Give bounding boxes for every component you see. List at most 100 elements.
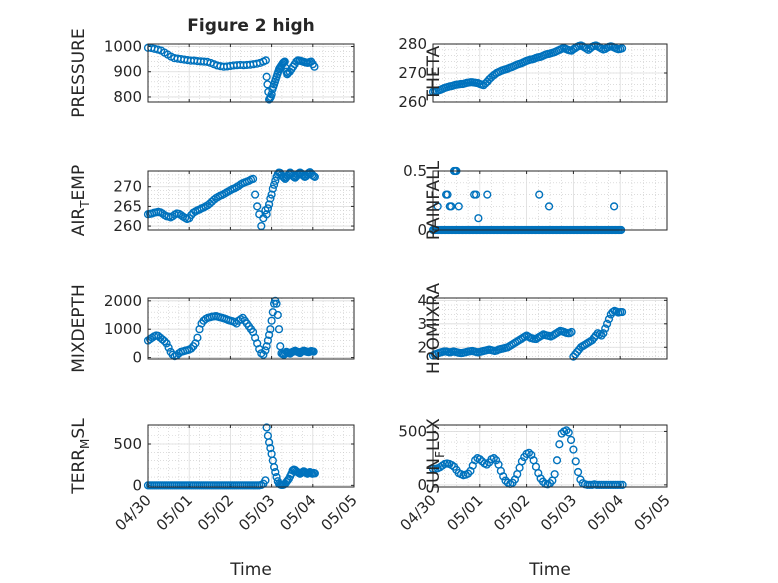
data-point <box>310 469 319 478</box>
data-point <box>613 480 622 489</box>
x-tick-label: 05/05 <box>631 491 674 534</box>
plot-area <box>148 44 354 102</box>
data-point <box>267 190 276 199</box>
plot-area <box>148 171 354 230</box>
x-tick-label: 05/03 <box>537 491 580 534</box>
series-markers <box>143 423 319 490</box>
data-point <box>474 214 483 223</box>
y-axis-label: THETA <box>424 45 444 101</box>
x-axis-label: Time <box>528 560 571 580</box>
x-axis-label: Time <box>229 560 272 580</box>
y-tick-label: 3 <box>417 315 427 333</box>
data-point <box>271 176 280 185</box>
x-tick-label: 04/30 <box>112 491 155 534</box>
y-axis-label: TERRMSL <box>69 418 92 495</box>
data-point <box>283 476 292 485</box>
axes-box <box>147 297 355 360</box>
data-point <box>259 350 268 359</box>
y-tick-label: 260 <box>398 93 427 111</box>
data-point <box>492 456 501 465</box>
data-point <box>269 463 279 472</box>
data-point <box>433 202 442 211</box>
series-markers <box>428 41 627 96</box>
x-tick-label: 05/03 <box>235 491 278 534</box>
data-point <box>517 457 527 466</box>
data-point <box>569 445 578 454</box>
axes-box <box>432 170 668 231</box>
data-point <box>262 210 271 219</box>
data-point <box>261 346 270 355</box>
x-tick-label: 05/04 <box>276 491 319 534</box>
axes-box <box>147 43 355 103</box>
data-point <box>499 472 508 481</box>
subplot-sun_flux: 0 500 04/30 05/01 05/02 05/03 05/04 05/05 Time SU… <box>397 418 674 580</box>
data-point <box>544 202 554 211</box>
data-point <box>248 174 258 183</box>
axes-box <box>432 424 668 488</box>
data-point <box>160 337 169 346</box>
series-markers <box>143 296 318 361</box>
data-point <box>236 315 245 324</box>
data-point <box>475 455 484 464</box>
x-tick-label: 05/04 <box>584 491 627 534</box>
data-point <box>443 190 452 199</box>
data-point <box>273 310 282 320</box>
data-point <box>617 307 627 317</box>
y-tick-label: 270 <box>398 64 427 82</box>
data-point <box>187 344 196 353</box>
y-tick-label: 900 <box>113 63 142 81</box>
data-point <box>269 180 279 189</box>
x-tick-label: 05/02 <box>194 491 237 534</box>
x-tick-label: 05/05 <box>318 491 361 534</box>
data-point <box>601 324 610 333</box>
y-tick-label: 265 <box>113 197 142 215</box>
data-point <box>162 339 171 348</box>
data-point <box>262 72 271 81</box>
data-point <box>618 480 627 489</box>
y-tick-label: 4 <box>417 291 427 309</box>
data-point <box>482 460 491 469</box>
data-point <box>489 454 498 463</box>
data-point <box>193 333 202 342</box>
y-axis-label: H2OMIXRA <box>424 283 444 374</box>
x-tick-label: 05/01 <box>153 491 196 534</box>
data-point <box>617 44 627 53</box>
y-axis-label: RAINFALL <box>424 160 444 240</box>
y-tick-label: 0 <box>132 349 142 367</box>
y-axis-label: PRESSURE <box>69 28 89 117</box>
data-point <box>564 428 573 437</box>
y-axis-label: SUNFLUX <box>424 418 447 494</box>
data-point <box>263 336 272 345</box>
x-tick-label: 05/01 <box>443 491 486 534</box>
data-point <box>602 319 612 328</box>
data-point <box>310 62 319 71</box>
y-tick-label: 0 <box>132 476 142 494</box>
y-tick-label: 2 <box>417 338 427 356</box>
x-tick-label: 04/30 <box>397 491 440 534</box>
data-point <box>272 299 281 308</box>
data-point <box>164 343 173 352</box>
data-point <box>524 448 534 457</box>
plot-area <box>433 171 667 230</box>
y-tick-label: 0 <box>417 221 427 239</box>
data-point <box>266 194 275 203</box>
axes-box <box>432 297 668 360</box>
subplot-pressure: 800 900 1000 PRESSURE <box>69 28 355 118</box>
data-point <box>535 190 544 199</box>
data-point <box>251 190 260 199</box>
y-tick-label: 500 <box>398 422 427 440</box>
data-point <box>257 221 266 231</box>
subplot-mixdepth: 0 1000 2000 MIXDEPTH <box>69 284 355 373</box>
y-tick-label: 0.5 <box>403 162 427 180</box>
y-tick-label: 280 <box>398 35 427 53</box>
data-point <box>599 329 608 338</box>
data-point <box>454 202 463 211</box>
data-point <box>616 480 625 489</box>
y-tick-label: 1000 <box>104 38 142 56</box>
y-axis-label: MIXDEPTH <box>69 284 89 373</box>
